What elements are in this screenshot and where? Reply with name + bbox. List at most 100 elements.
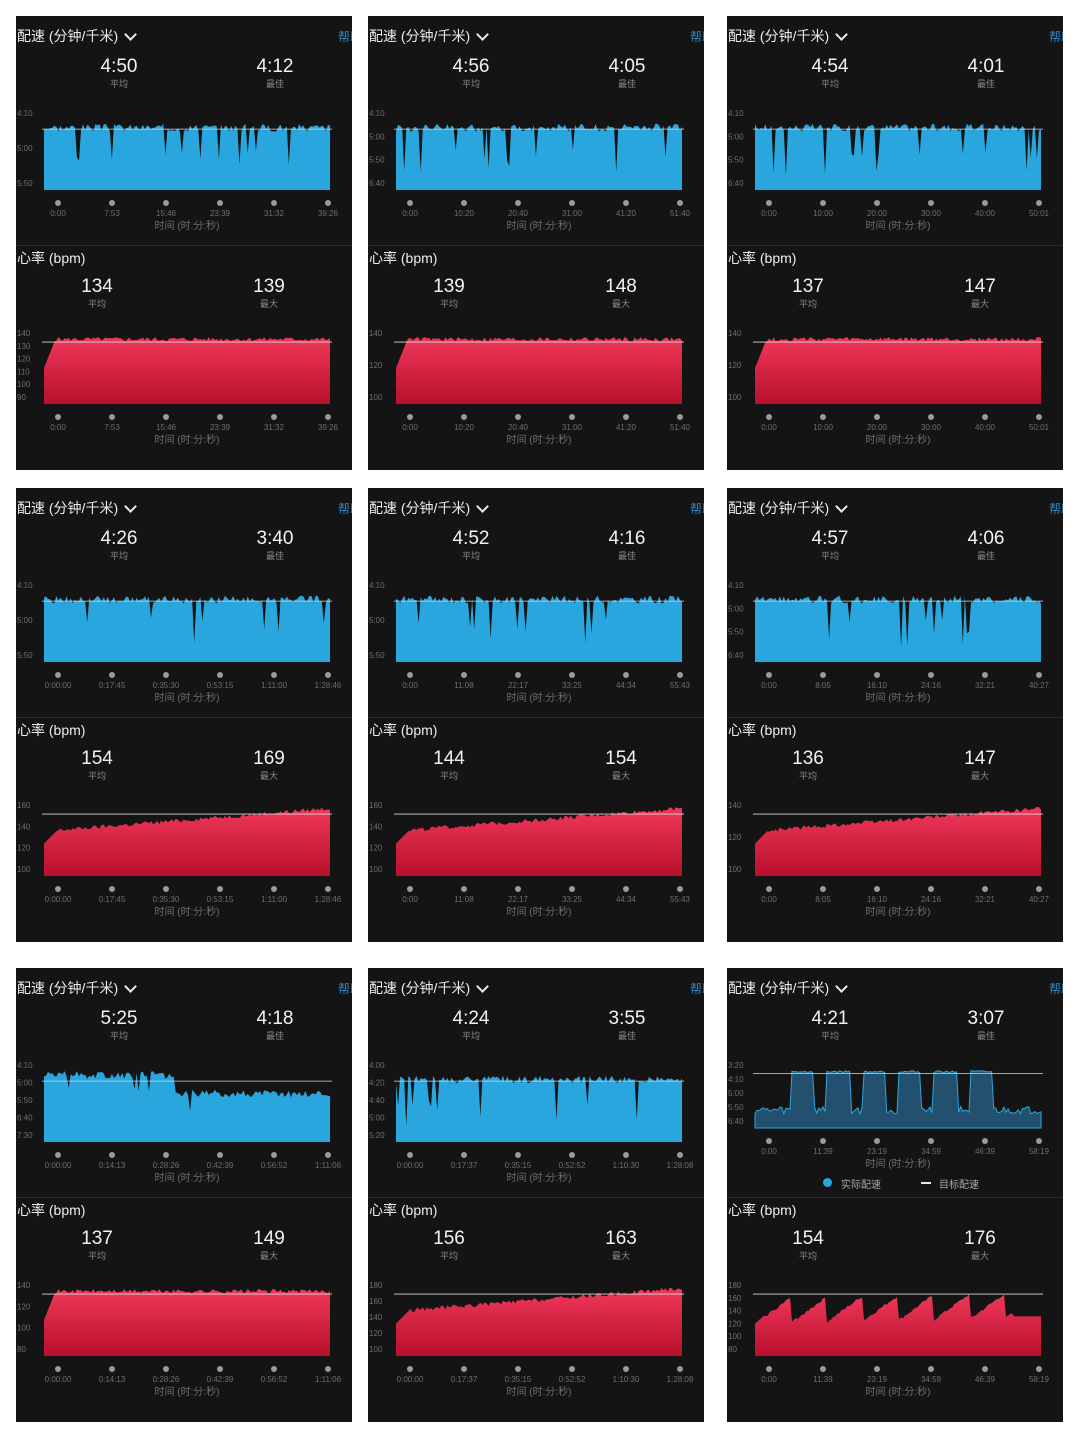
hr-y-tick-label: 110: [17, 367, 30, 376]
hr-x-tick-dot: [874, 414, 880, 420]
hr-chart: 140 130 120 110 100 90 0:00 7:53 15:46 23:39 31:32…: [17, 329, 339, 446]
hr-x-tick-dot: [407, 414, 413, 420]
chevron-down-icon: [124, 499, 137, 513]
heart-rate-average-stat: 137 平均: [52, 1228, 142, 1262]
pace-best-stat-value: 4:01: [967, 56, 1005, 77]
pace-section-dropdown[interactable]: 配速 (分钟/千米): [728, 26, 848, 46]
heart-rate-average-stat-value: 154: [81, 748, 113, 769]
hr-y-tick-label: 120: [17, 1302, 31, 1311]
pace-average-stat-label: 平均: [461, 551, 480, 561]
hr-area: [755, 806, 1041, 876]
help-link[interactable]: 帮助: [338, 982, 352, 996]
legend-actual-pace-marker: [823, 1178, 832, 1187]
heart-rate-average-stat-value: 134: [81, 276, 113, 297]
pace-y-tick-label: 4:40: [369, 1096, 385, 1105]
pace-section-dropdown[interactable]: 配速 (分钟/千米): [728, 978, 848, 998]
heart-rate-max-stat-value: 139: [253, 276, 285, 297]
pace-section-dropdown[interactable]: 配速 (分钟/千米): [17, 498, 137, 518]
pace-average-stat-value: 4:21: [811, 1008, 849, 1029]
heart-rate-average-stat-label: 平均: [439, 299, 458, 309]
activity-panel-1: 配速 (分钟/千米) 帮助 4:50 平均 4:12 最佳 4:10 5:00 5:50 0:00…: [16, 16, 352, 470]
hr-x-tick-dot: [928, 886, 934, 892]
pace-section-title: 配速 (分钟/千米): [17, 980, 119, 996]
pace-best-stat-value: 4:16: [608, 528, 646, 549]
hr-x-tick-dot: [461, 414, 467, 420]
pace-x-tick-dot: [271, 200, 277, 206]
hr-x-tick-dot: [766, 1366, 772, 1372]
hr-x-tick-label: 32:21: [975, 895, 996, 904]
hr-area: [396, 1288, 682, 1356]
help-link[interactable]: 帮助: [1049, 30, 1063, 44]
hr-y-tick-label: 120: [17, 844, 31, 853]
pace-y-tick-label: 5:00: [728, 132, 744, 141]
hr-x-tick-label: 50:01: [1029, 423, 1050, 432]
help-link[interactable]: 帮助: [1049, 982, 1063, 996]
pace-y-tick-label: 5:00: [369, 616, 385, 625]
help-link[interactable]: 帮助: [1049, 502, 1063, 516]
hr-chart: 140 120 100 0:00 8:05 16:10 24:16 32:21 40:27 时间 …: [728, 801, 1050, 918]
pace-chart: 4:00 4:20 4:40 5:00 5:20 0:00:00 0:17:37 0:35:1…: [369, 1061, 694, 1184]
pace-section-dropdown[interactable]: 配速 (分钟/千米): [369, 978, 489, 998]
hr-y-tick-label: 140: [369, 1313, 383, 1322]
pace-x-tick-label: 10:00: [813, 209, 834, 218]
hr-chart: 180 160 140 120 100 0:00:00 0:17:37 0:35:15 0:52…: [369, 1281, 694, 1398]
chevron-down-icon: [835, 499, 848, 513]
help-link[interactable]: 帮助: [338, 30, 352, 44]
help-link[interactable]: 帮助: [690, 30, 704, 44]
pace-x-tick-label: 51:40: [670, 209, 691, 218]
pace-y-tick-label: 5:50: [728, 1103, 744, 1112]
pace-y-tick-label: 5:50: [728, 628, 744, 637]
pace-section-dropdown[interactable]: 配速 (分钟/千米): [369, 26, 489, 46]
pace-section-dropdown[interactable]: 配速 (分钟/千米): [17, 978, 137, 998]
pace-x-tick-dot: [820, 200, 826, 206]
hr-x-tick-label: 0:14:13: [99, 1375, 126, 1384]
help-link[interactable]: 帮助: [338, 502, 352, 516]
pace-x-tick-dot: [163, 672, 169, 678]
help-link[interactable]: 帮助: [690, 982, 704, 996]
pace-section-dropdown[interactable]: 配速 (分钟/千米): [17, 26, 137, 46]
heart-rate-average-stat: 156 平均: [404, 1228, 494, 1262]
pace-best-stat: 4:06 最佳: [941, 528, 1031, 562]
pace-best-stat-label: 最佳: [617, 551, 636, 561]
pace-section-dropdown[interactable]: 配速 (分钟/千米): [728, 498, 848, 518]
pace-x-tick-label: 0:00: [50, 209, 66, 218]
hr-y-tick-label: 100: [369, 865, 383, 874]
heart-rate-average-stat: 137 平均: [763, 276, 853, 310]
hr-y-tick-label: 100: [369, 393, 383, 402]
hr-y-tick-label: 100: [17, 865, 31, 874]
hr-x-tick-label: 0:35:15: [505, 1375, 532, 1384]
hr-x-tick-dot: [325, 1366, 331, 1372]
pace-section-title: 配速 (分钟/千米): [369, 28, 471, 44]
pace-average-stat: 4:57 平均: [785, 528, 875, 562]
hr-y-tick-label: 140: [728, 329, 742, 338]
pace-x-tick-dot: [163, 200, 169, 206]
hr-x-tick-label: 11:39: [813, 1375, 833, 1384]
section-divider: [16, 245, 352, 246]
hr-x-tick-dot: [271, 886, 277, 892]
hr-x-tick-label: 0:42:39: [207, 1375, 234, 1384]
pace-x-tick-label: 0:00: [402, 209, 418, 218]
hr-chart: 180 160 140 120 100 80 0:00 11:39 23:19 34:59 46:3…: [728, 1281, 1050, 1398]
pace-average-stat-label: 平均: [820, 551, 839, 561]
hr-x-axis-title: 时间 (时:分:秒): [866, 433, 931, 446]
pace-x-tick-label: 41:20: [616, 209, 637, 218]
heart-rate-section-title: 心率 (bpm): [17, 722, 86, 738]
heart-rate-average-stat-label: 平均: [439, 771, 458, 781]
hr-x-tick-label: 40:27: [1029, 895, 1050, 904]
heart-rate-max-stat: 176 最大: [935, 1228, 1025, 1262]
section-divider: [368, 717, 704, 718]
pace-x-tick-label: 46:39: [975, 1147, 996, 1156]
pace-y-tick-label: 6:40: [369, 179, 385, 188]
help-link[interactable]: 帮助: [690, 502, 704, 516]
pace-x-tick-dot: [217, 672, 223, 678]
pace-y-tick-label: 4:10: [17, 1061, 33, 1070]
hr-x-tick-dot: [325, 414, 331, 420]
hr-y-tick-label: 140: [17, 822, 31, 831]
hr-area: [44, 337, 330, 404]
hr-x-tick-dot: [109, 1366, 115, 1372]
pace-x-tick-dot: [325, 200, 331, 206]
pace-x-tick-label: 39:26: [318, 209, 339, 218]
hr-x-tick-label: 15:46: [156, 423, 177, 432]
pace-section-dropdown[interactable]: 配速 (分钟/千米): [369, 498, 489, 518]
section-divider: [368, 245, 704, 246]
